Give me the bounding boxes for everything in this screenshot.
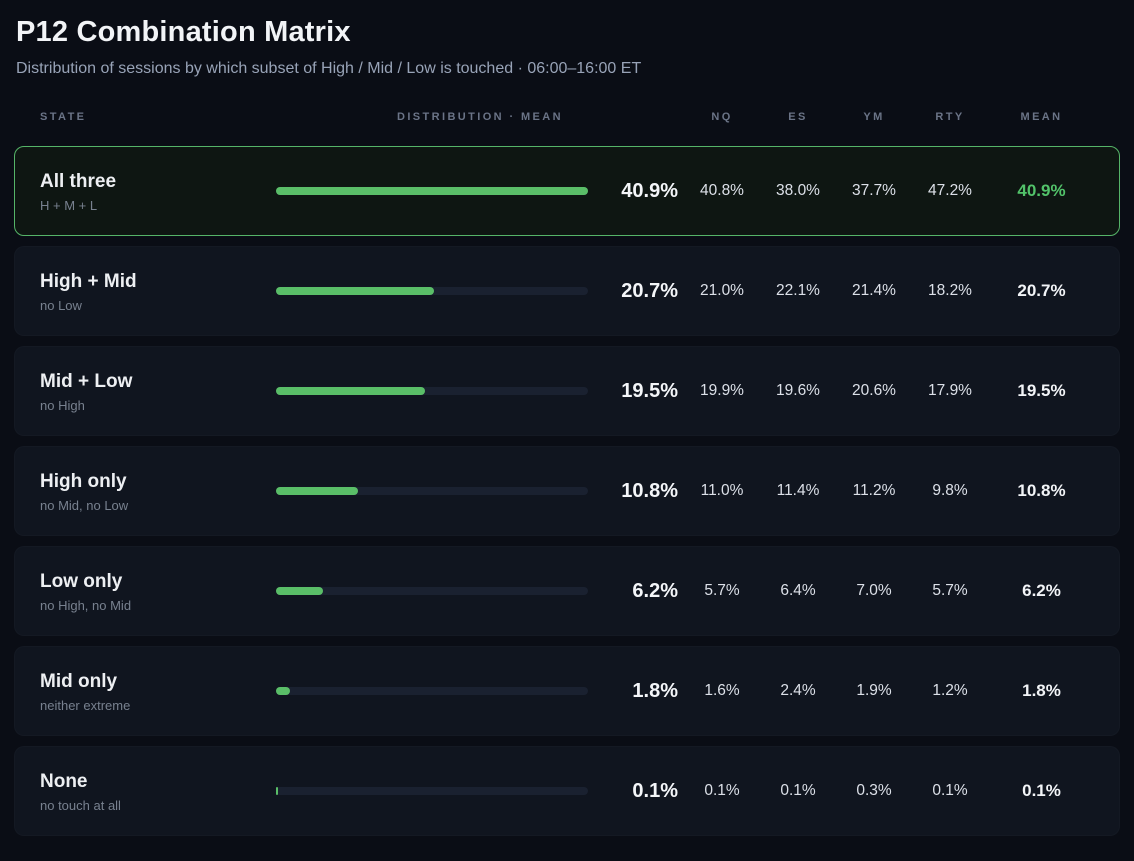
mean-percentage: 40.9% (621, 179, 678, 202)
distribution-bar (276, 487, 596, 495)
bar-track (276, 187, 588, 195)
column-header-state: STATE (40, 111, 87, 123)
bar-track (276, 787, 588, 795)
mean-percentage: 6.2% (632, 579, 678, 602)
distribution-bar (276, 287, 596, 295)
nq-value: 40.8% (700, 182, 744, 199)
bar-track (276, 687, 588, 695)
state-rows: All three H + M + L 40.9% 40.8% 38.0% 37… (14, 146, 1120, 836)
rty-value: 47.2% (928, 182, 972, 199)
bar-track (276, 387, 588, 395)
state-row-high-mid[interactable]: High + Mid no Low 20.7% 21.0% 22.1% 21.4… (14, 246, 1120, 336)
nq-value: 0.1% (704, 782, 740, 799)
es-value: 19.6% (776, 382, 820, 399)
page-header: P12 Combination Matrix Distribution of s… (0, 0, 1134, 79)
column-header-es: ES (788, 111, 808, 123)
nq-value: 1.6% (704, 682, 740, 699)
distribution-bar (276, 187, 596, 195)
state-sublabel: no touch at all (40, 797, 121, 813)
mean-value: 19.5% (1017, 381, 1066, 400)
mean-percentage: 20.7% (621, 279, 678, 302)
ym-value: 37.7% (852, 182, 896, 199)
state-sublabel: no High, no Mid (40, 597, 132, 613)
bar-fill (276, 387, 425, 395)
bar-fill (276, 287, 434, 295)
rty-value: 18.2% (928, 282, 972, 299)
state-row-high-only[interactable]: High only no Mid, no Low 10.8% 11.0% 11.… (14, 446, 1120, 536)
mean-value: 6.2% (1022, 581, 1061, 600)
ym-value: 1.9% (856, 682, 892, 699)
nq-value: 21.0% (700, 282, 744, 299)
state-sublabel: no High (40, 397, 85, 413)
bar-fill (276, 687, 290, 695)
es-value: 0.1% (780, 782, 816, 799)
state-row-low-only[interactable]: Low only no High, no Mid 6.2% 5.7% 6.4% … (14, 546, 1120, 636)
bar-fill (276, 187, 588, 195)
mean-percentage: 0.1% (632, 779, 678, 802)
rty-value: 17.9% (928, 382, 972, 399)
es-value: 22.1% (776, 282, 820, 299)
page-title: P12 Combination Matrix (16, 16, 351, 48)
state-label: Low only (40, 570, 123, 592)
bar-track (276, 487, 588, 495)
state-label: Mid + Low (40, 370, 133, 392)
ym-value: 20.6% (852, 382, 896, 399)
ym-value: 21.4% (852, 282, 896, 299)
bar-track (276, 287, 588, 295)
mean-percentage: 19.5% (621, 379, 678, 402)
nq-value: 5.7% (704, 582, 740, 599)
bar-fill (276, 487, 359, 495)
rty-value: 5.7% (932, 582, 968, 599)
ym-value: 11.2% (852, 482, 896, 499)
column-header-nq: NQ (711, 111, 733, 123)
distribution-bar (276, 587, 596, 595)
ym-value: 0.3% (856, 782, 892, 799)
column-header-rty: RTY (935, 111, 965, 123)
column-header-distribution: DISTRIBUTION · MEAN (397, 111, 563, 123)
mean-value: 20.7% (1017, 281, 1066, 300)
state-sublabel: neither extreme (40, 697, 131, 713)
state-sublabel: no Mid, no Low (40, 497, 129, 513)
distribution-bar (276, 787, 596, 795)
state-sublabel: no Low (40, 297, 82, 313)
state-sublabel: H + M + L (40, 197, 98, 213)
mean-value: 10.8% (1017, 481, 1066, 500)
mean-value: 0.1% (1022, 781, 1061, 800)
state-row-none[interactable]: None no touch at all 0.1% 0.1% 0.1% 0.3%… (14, 746, 1120, 836)
mean-percentage: 1.8% (632, 679, 678, 702)
state-label: Mid only (40, 670, 118, 692)
bar-fill (276, 587, 324, 595)
state-label: None (40, 770, 88, 792)
state-row-mid-low[interactable]: Mid + Low no High 19.5% 19.9% 19.6% 20.6… (14, 346, 1120, 436)
state-label: All three (40, 170, 117, 192)
state-row-all-three[interactable]: All three H + M + L 40.9% 40.8% 38.0% 37… (14, 146, 1120, 236)
column-header-ym: YM (863, 111, 885, 123)
ym-value: 7.0% (856, 582, 892, 599)
state-row-mid-only[interactable]: Mid only neither extreme 1.8% 1.6% 2.4% … (14, 646, 1120, 736)
column-headers: STATE DISTRIBUTION · MEAN NQ ES YM RTY M… (14, 110, 1120, 124)
mean-percentage: 10.8% (621, 479, 678, 502)
nq-value: 11.0% (700, 482, 744, 499)
state-label: High + Mid (40, 270, 137, 292)
bar-fill (276, 787, 279, 795)
es-value: 2.4% (780, 682, 816, 699)
es-value: 38.0% (776, 182, 820, 199)
rty-value: 0.1% (932, 782, 968, 799)
bar-track (276, 587, 588, 595)
es-value: 11.4% (776, 482, 820, 499)
rty-value: 1.2% (932, 682, 968, 699)
nq-value: 19.9% (700, 382, 744, 399)
mean-value: 40.9% (1017, 181, 1066, 200)
distribution-bar (276, 387, 596, 395)
mean-value: 1.8% (1022, 681, 1061, 700)
column-header-mean: MEAN (1020, 111, 1063, 123)
es-value: 6.4% (780, 582, 816, 599)
rty-value: 9.8% (932, 482, 968, 499)
distribution-bar (276, 687, 596, 695)
page-subtitle: Distribution of sessions by which subset… (16, 60, 642, 77)
state-label: High only (40, 470, 127, 492)
